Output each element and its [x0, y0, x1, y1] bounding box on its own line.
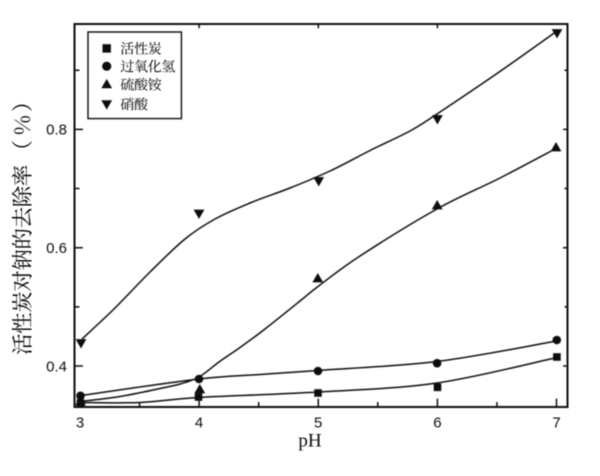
svg-text:pH: pH	[298, 431, 322, 452]
svg-text:0.6: 0.6	[46, 240, 67, 257]
svg-text:0.4: 0.4	[46, 358, 67, 375]
svg-text:5: 5	[314, 414, 322, 431]
svg-text:7: 7	[552, 414, 560, 431]
svg-text:3: 3	[76, 414, 84, 431]
svg-text:0.8: 0.8	[46, 122, 67, 139]
svg-text:6: 6	[433, 414, 441, 431]
svg-text:4: 4	[195, 414, 203, 431]
